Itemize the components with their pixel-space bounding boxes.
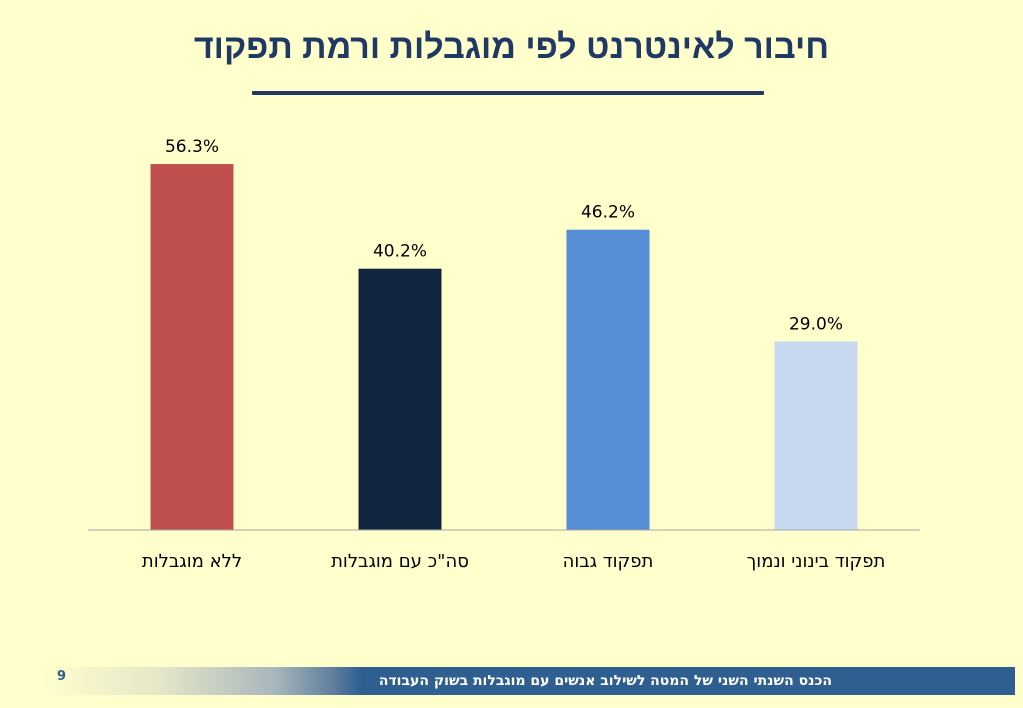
bar-chart: 56.3% ללא מוגבלות 40.2% סה"כ עם מוגבלות 46.2…: [88, 137, 920, 572]
page-number: 9: [57, 669, 67, 684]
footer-text: הכנס השנתי השני של המטה לשילוב אנשים עם …: [378, 673, 832, 689]
footer-bar: [40, 667, 1015, 695]
category-label-3: תפקוד גבוה: [563, 551, 654, 572]
bar-4: [774, 341, 858, 530]
title-underline: [252, 91, 764, 95]
labels-layer: 56.3% ללא מוגבלות 40.2% סה"כ עם מוגבלות 46.2…: [142, 137, 885, 572]
category-label-4: תפקוד בינוני ונמוך: [747, 551, 886, 572]
bar-2: [358, 268, 442, 530]
value-label-1: 56.3%: [165, 137, 219, 157]
bar-1: [150, 164, 234, 531]
value-label-2: 40.2%: [373, 242, 427, 262]
bars-layer: [150, 164, 858, 531]
value-label-4: 29.0%: [789, 315, 843, 335]
category-label-2: סה"כ עם מוגבלות: [331, 551, 469, 572]
slide-title: חיבור לאינטרנט לפי מוגבלות ורמת תפקוד: [193, 28, 830, 66]
value-label-3: 46.2%: [581, 203, 635, 223]
bar-3: [566, 229, 650, 530]
category-label-1: ללא מוגבלות: [142, 551, 242, 572]
